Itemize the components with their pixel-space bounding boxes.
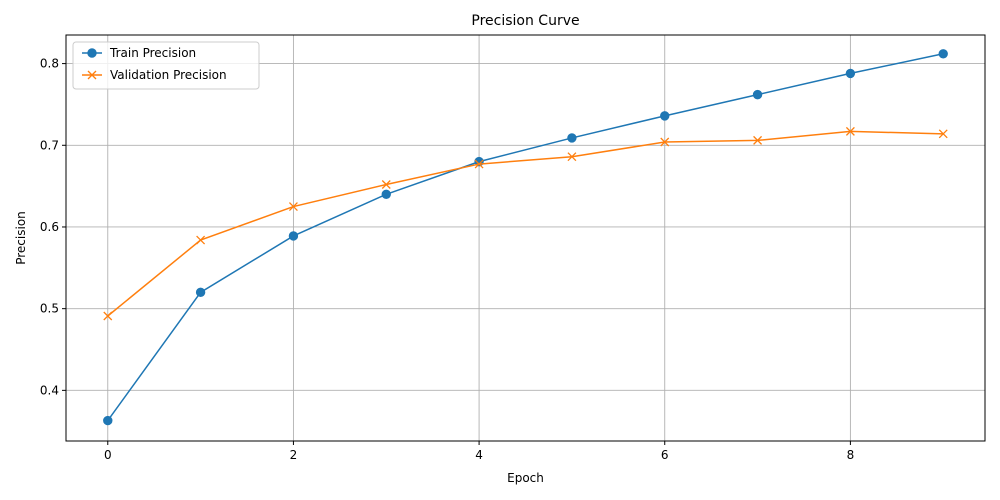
data-point	[381, 189, 391, 199]
data-point	[845, 126, 855, 136]
data-point	[567, 133, 577, 143]
y-tick-label: 0.4	[40, 383, 59, 397]
series-layer	[103, 49, 948, 426]
legend-marker	[87, 48, 97, 58]
series-0	[103, 49, 948, 426]
legend-label: Train Precision	[109, 46, 196, 60]
data-point	[567, 152, 577, 162]
x-tick-label: 8	[847, 448, 855, 462]
data-point	[845, 68, 856, 79]
legend-box	[72, 41, 260, 90]
x-axis: 0 2 4 6 8	[104, 441, 854, 462]
y-tick-label: 0.7	[40, 138, 59, 152]
data-point	[195, 287, 206, 298]
legend-item: Train Precision	[82, 46, 196, 60]
data-point	[196, 235, 206, 245]
data-point	[381, 180, 391, 189]
legend-item: Validation Precision	[82, 68, 227, 82]
x-tick-label: 0	[104, 448, 112, 462]
series-line	[107, 130, 944, 317]
x-tick-label: 6	[661, 448, 669, 462]
data-point	[752, 89, 763, 100]
y-axis-label: Precision	[14, 211, 28, 265]
series-1	[103, 126, 948, 321]
legend: Train Precision Validation Precision	[72, 41, 260, 90]
x-tick-label: 4	[475, 448, 483, 462]
data-point	[938, 49, 948, 59]
data-point	[103, 415, 113, 426]
data-point	[938, 129, 948, 139]
data-point	[753, 135, 763, 145]
data-point	[103, 311, 113, 321]
y-tick-label: 0.6	[40, 220, 59, 234]
data-point	[288, 202, 298, 212]
x-tick-label: 2	[290, 448, 298, 462]
data-point	[660, 111, 670, 121]
chart-title: Precision Curve	[471, 13, 579, 29]
y-tick-label: 0.5	[40, 302, 59, 316]
data-point	[288, 231, 299, 241]
plot-frame	[65, 34, 986, 442]
legend-marker	[87, 70, 97, 80]
x-axis-label: Epoch	[507, 471, 544, 485]
grid	[66, 35, 985, 441]
legend-label: Validation Precision	[110, 68, 227, 82]
y-tick-label: 0.8	[40, 57, 59, 71]
y-axis: 0.4 0.5 0.6 0.7 0.8	[40, 57, 66, 397]
data-point	[660, 137, 670, 147]
data-point	[474, 159, 484, 169]
series-line	[107, 53, 944, 422]
